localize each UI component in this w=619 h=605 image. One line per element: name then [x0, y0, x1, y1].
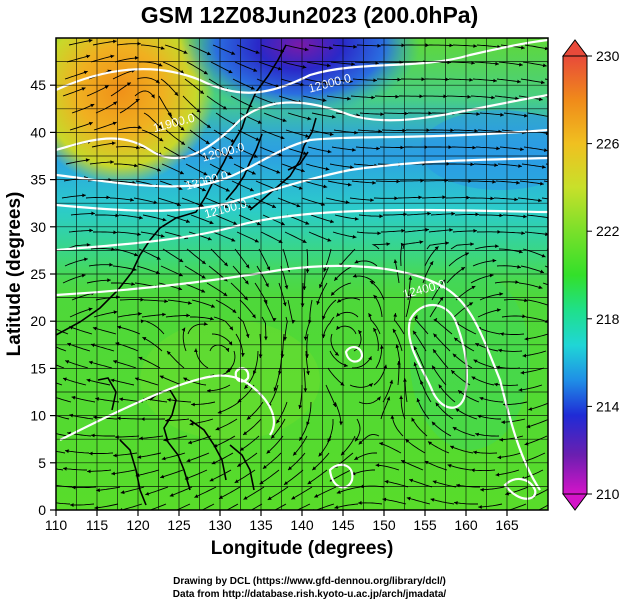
colorbar-bottom-arrow — [562, 493, 588, 511]
x-axis-title: Longitude (degrees) — [211, 538, 394, 559]
y-tick-label: 10 — [30, 408, 46, 424]
lat-lon-grid — [55, 37, 549, 511]
x-tick-label: 110 — [45, 517, 68, 533]
colorbar-top-arrow — [562, 39, 588, 57]
y-tick-label: 15 — [30, 360, 46, 376]
height-contours — [56, 38, 548, 500]
x-axis: 110 115 120 125 130 135 140 145 150 155 160 165 — [45, 510, 519, 533]
colorbar: 230 226 222 218 214 210 — [562, 39, 619, 511]
colorbar-tick-label: 218 — [596, 311, 619, 327]
x-tick-label: 125 — [167, 517, 191, 533]
colorbar-tick-label: 230 — [596, 48, 619, 64]
colorbar-tick-label: 222 — [596, 223, 619, 239]
y-tick-label: 0 — [38, 502, 46, 518]
y-axis: 0 5 10 15 20 25 30 35 40 45 — [30, 77, 56, 518]
y-tick-label: 40 — [30, 124, 46, 140]
x-tick-label: 160 — [454, 517, 478, 533]
x-tick-label: 135 — [249, 517, 273, 533]
credit-data: Data from http://database.rish.kyoto-u.a… — [172, 589, 447, 600]
y-axis-title: Latitude (degrees) — [4, 192, 25, 357]
x-tick-label: 150 — [372, 517, 396, 533]
x-tick-label: 165 — [495, 517, 519, 533]
map-title: GSM 12Z08Jun2023 (200.0hPa) — [140, 2, 479, 28]
colorbar-tick-label: 210 — [596, 486, 619, 502]
y-tick-label: 5 — [38, 455, 46, 471]
y-tick-label: 25 — [30, 266, 46, 282]
y-tick-label: 30 — [30, 219, 46, 235]
colorbar-tick-label: 226 — [596, 136, 619, 152]
y-tick-label: 20 — [30, 313, 46, 329]
y-tick-label: 45 — [30, 77, 46, 93]
x-tick-label: 140 — [290, 517, 314, 533]
x-tick-label: 155 — [413, 517, 437, 533]
x-tick-label: 130 — [208, 517, 232, 533]
y-tick-label: 35 — [30, 172, 46, 188]
credit-drawing: Drawing by DCL (https://www.gfd-dennou.o… — [173, 576, 446, 587]
x-tick-label: 115 — [86, 517, 109, 533]
credits: Drawing by DCL (https://www.gfd-dennou.o… — [0, 575, 619, 601]
x-tick-label: 145 — [331, 517, 355, 533]
colorbar-tick-label: 214 — [596, 398, 619, 414]
temperature-shading — [56, 38, 548, 510]
x-tick-label: 120 — [126, 517, 150, 533]
colorbar-scale — [562, 55, 588, 495]
